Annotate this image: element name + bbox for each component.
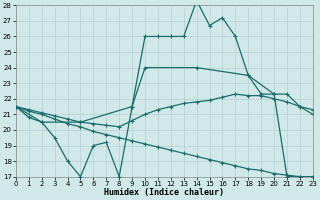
- X-axis label: Humidex (Indice chaleur): Humidex (Indice chaleur): [104, 188, 224, 197]
